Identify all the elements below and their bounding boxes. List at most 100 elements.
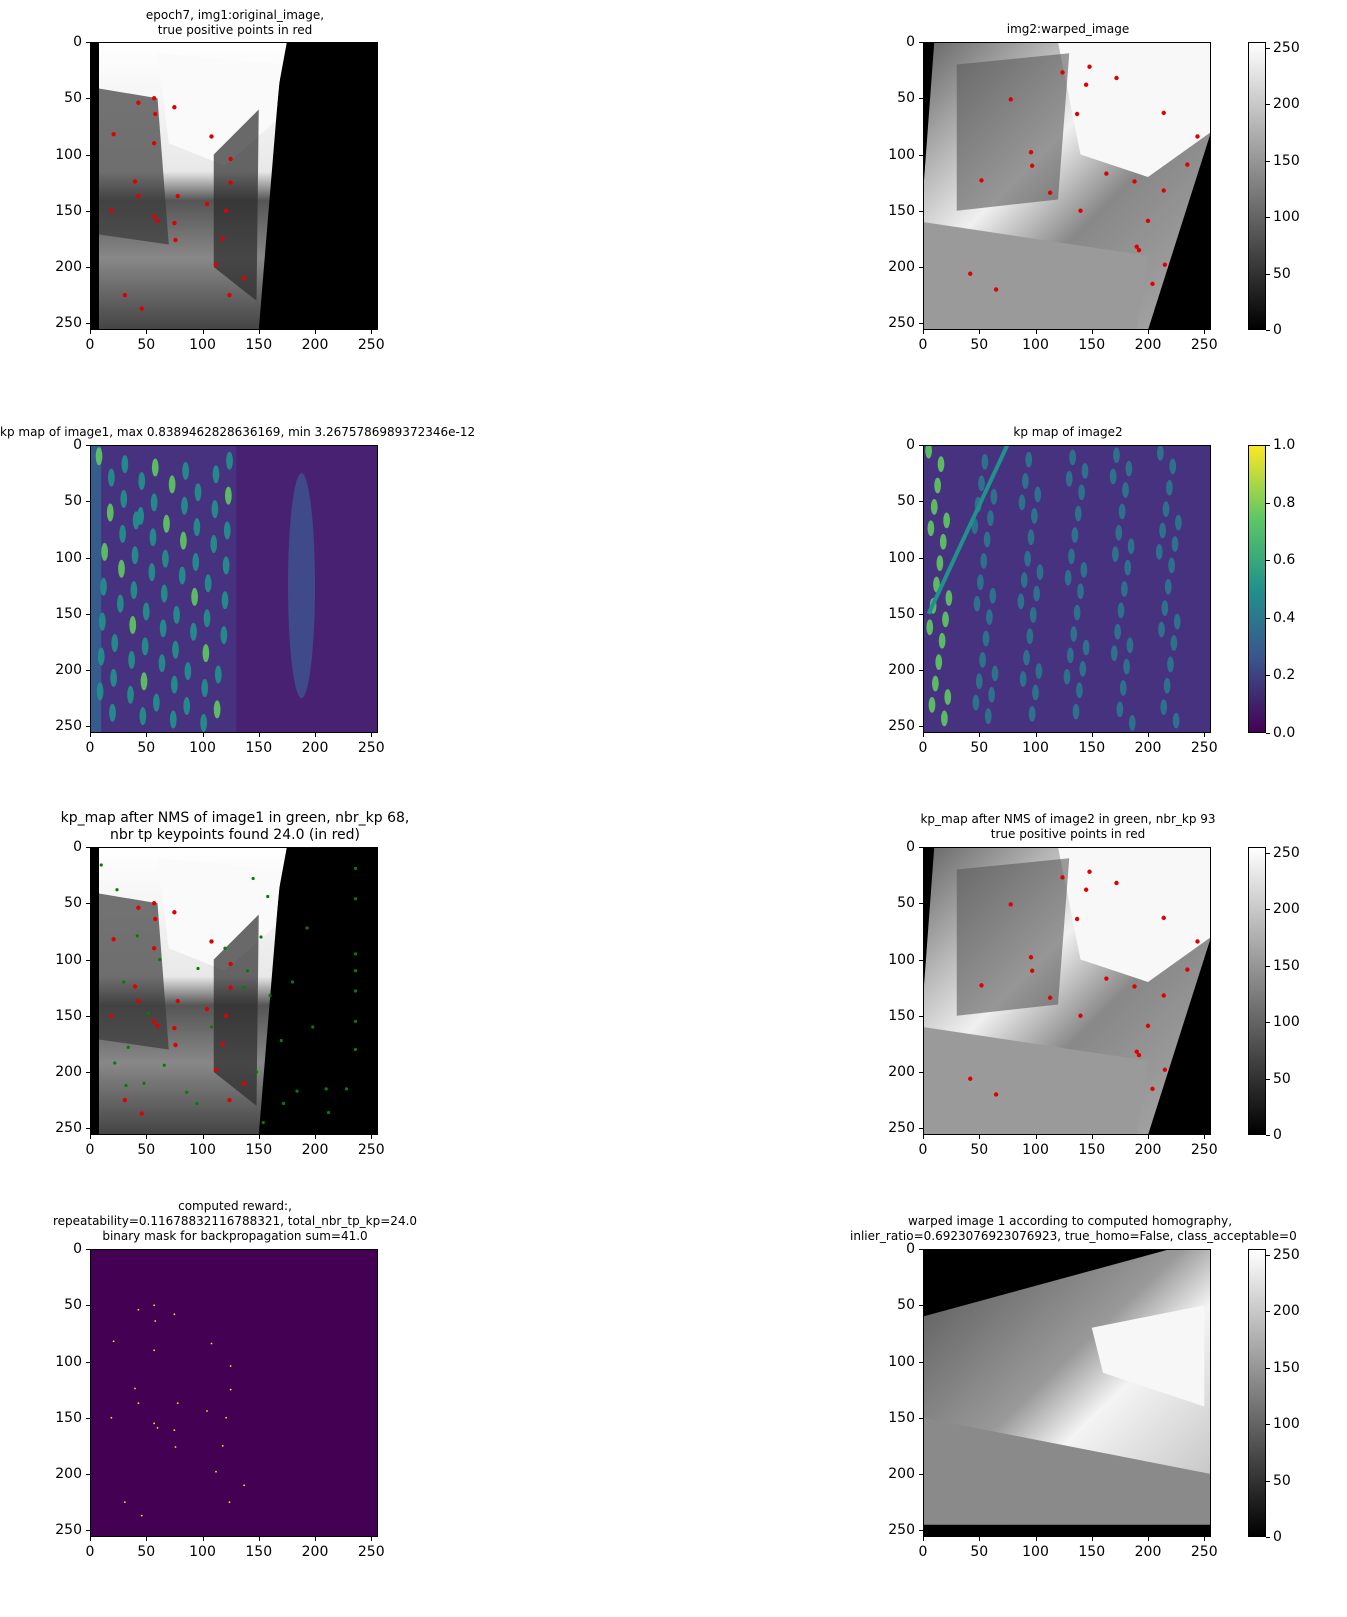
- plot-4: [90, 847, 378, 1135]
- x-tick-label: 50: [970, 1544, 989, 1560]
- true-positive-point: [1185, 967, 1190, 972]
- x-tick-label: 150: [245, 337, 273, 353]
- true-positive-point: [1150, 1086, 1155, 1092]
- mask-point: [173, 1313, 176, 1316]
- x-tick: [202, 1135, 204, 1139]
- image-content: [90, 42, 378, 330]
- true-positive-point: [1161, 188, 1166, 193]
- y-tick-label: 50: [897, 895, 915, 912]
- true-positive-point: [172, 910, 177, 915]
- true-positive-point: [139, 1111, 144, 1116]
- colorbar-tick-label: 0.0: [1273, 725, 1296, 741]
- colorbar-tick: [1266, 104, 1270, 106]
- x-tick: [90, 1537, 91, 1541]
- x-tick: [258, 1537, 260, 1541]
- y-tick-label: 100: [888, 1353, 915, 1370]
- y-tick-label: 200: [55, 1466, 82, 1482]
- mask-point-group: [110, 1304, 246, 1517]
- mask-point: [210, 1342, 213, 1345]
- x-tick: [1035, 733, 1037, 737]
- y-tick-label: 50: [64, 1297, 82, 1314]
- colorbar-tick: [1266, 1254, 1270, 1256]
- true-positive-point: [1047, 995, 1053, 1000]
- true-positive-point: [122, 1097, 128, 1103]
- y-tick-label: 100: [55, 146, 82, 163]
- true-positive-point: [109, 208, 114, 213]
- green-keypoint: [254, 1070, 259, 1074]
- true-positive-point: [209, 939, 214, 944]
- true-positive-point: [1145, 1023, 1151, 1029]
- x-tick-label: 100: [189, 740, 216, 756]
- green-keypoint: [113, 1061, 117, 1065]
- green-keypoint: [122, 980, 126, 984]
- true-positive-point: [1132, 179, 1137, 184]
- x-tick-label: 200: [301, 1544, 329, 1560]
- y-tick: [86, 210, 90, 212]
- y-tick: [919, 1249, 923, 1250]
- x-tick: [371, 1537, 373, 1541]
- x-tick: [90, 330, 91, 334]
- true-positive-point: [173, 237, 178, 243]
- true-positive-point: [1136, 1052, 1142, 1058]
- true-positive-point: [1104, 976, 1109, 981]
- x-tick-label: 200: [1134, 740, 1162, 756]
- y-tick: [919, 903, 923, 905]
- green-keypoint: [195, 1101, 199, 1106]
- y-tick: [919, 1015, 923, 1017]
- x-tick-label: 150: [245, 1544, 273, 1560]
- y-tick-label: 0: [73, 839, 82, 855]
- green-keypoint: [305, 926, 309, 930]
- axes-frame: [90, 847, 378, 1135]
- y-tick-label: 50: [64, 90, 82, 107]
- y-tick: [919, 323, 923, 325]
- x-tick: [371, 733, 373, 737]
- axes-frame: [923, 445, 1211, 733]
- colorbar-tick: [1266, 1537, 1270, 1538]
- true-positive-point: [1132, 984, 1137, 989]
- true-positive-point: [228, 961, 233, 967]
- y-tick-label: 50: [897, 493, 915, 510]
- colorbar-tick: [1266, 909, 1270, 911]
- true-positive-point: [1162, 1067, 1168, 1072]
- green-keypoint: [344, 1087, 349, 1091]
- x-tick: [1148, 330, 1149, 334]
- y-tick: [919, 557, 923, 559]
- x-tick: [1091, 330, 1093, 334]
- y-tick-label: 0: [73, 1241, 82, 1257]
- title-reward: computed reward:, repeatability=0.116788…: [52, 1199, 418, 1243]
- colorbar-tick: [1266, 617, 1270, 619]
- true-positive-point: [1136, 247, 1142, 253]
- colorbar-tick-label: 100: [1273, 1014, 1300, 1031]
- y-tick: [86, 42, 90, 43]
- true-positive-point: [136, 905, 141, 910]
- y-tick-label: 200: [55, 259, 82, 275]
- axes-frame: [90, 445, 378, 733]
- image-content: [923, 847, 1211, 1135]
- mask-point: [153, 1349, 156, 1352]
- y-tick: [919, 1417, 923, 1419]
- true-positive-point: [979, 983, 984, 988]
- plot-0: [90, 42, 378, 330]
- image-content: [923, 1249, 1211, 1537]
- title-nms1: kp_map after NMS of image1 in green, nbr…: [60, 810, 410, 843]
- x-tick: [146, 1135, 148, 1139]
- true-positive-point: [220, 1041, 225, 1047]
- plot-3: [923, 445, 1211, 733]
- x-tick: [979, 1135, 981, 1139]
- green-keypoint: [353, 969, 358, 973]
- green-keypoint: [353, 866, 358, 870]
- y-tick: [919, 1305, 923, 1307]
- image-content: [923, 445, 1211, 733]
- y-tick: [86, 323, 90, 325]
- true-positive-point: [1195, 134, 1200, 139]
- true-positive-point: [993, 1092, 999, 1097]
- colorbar-tick: [1266, 47, 1270, 49]
- true-positive-point: [241, 276, 247, 281]
- true-positive-point: [227, 1097, 232, 1103]
- green-keypoint: [146, 1011, 151, 1016]
- x-tick: [315, 330, 316, 334]
- true-positive-point: [136, 998, 141, 1004]
- green-keypoint: [242, 986, 246, 990]
- true-positive-point: [223, 1013, 229, 1018]
- colorbar-tick-label: 150: [1273, 152, 1300, 169]
